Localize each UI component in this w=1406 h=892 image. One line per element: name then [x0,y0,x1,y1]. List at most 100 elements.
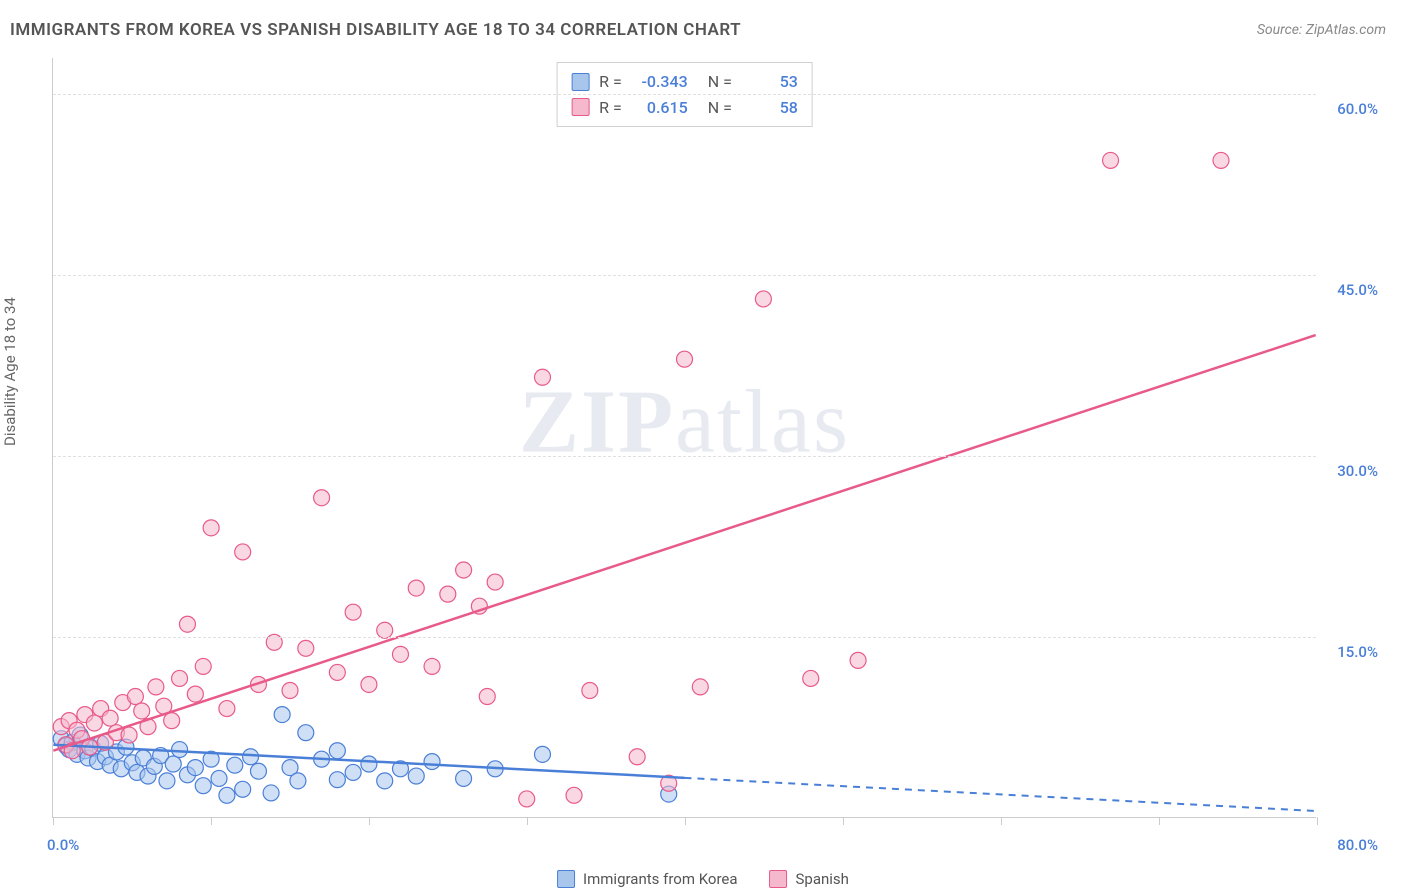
source-prefix: Source: [1257,22,1306,38]
scatter-point-korea [361,756,377,772]
chart-svg [53,58,1316,817]
scatter-point-spanish [440,586,456,602]
gridline [53,94,1316,95]
scatter-point-korea [274,707,290,723]
r-value-korea: -0.343 [632,69,688,95]
scatter-point-korea [377,773,393,789]
x-tick [685,817,686,825]
scatter-point-spanish [164,713,180,729]
gridline [53,637,1316,638]
x-tick [1001,817,1002,825]
x-tick [843,817,844,825]
scatter-point-spanish [755,291,771,307]
x-tick [369,817,370,825]
x-tick-label: 0.0% [47,836,79,854]
scatter-point-korea [211,770,227,786]
y-axis-title: Disability Age 18 to 34 [1,297,19,446]
scatter-point-korea [195,778,211,794]
n-label: N = [708,69,732,95]
scatter-point-spanish [803,670,819,686]
scatter-point-korea [298,725,314,741]
scatter-point-spanish [86,715,102,731]
scatter-point-korea [290,773,306,789]
scatter-point-spanish [195,658,211,674]
y-tick-label: 60.0% [1337,100,1378,118]
scatter-point-spanish [235,544,251,560]
scatter-point-spanish [127,689,143,705]
scatter-point-spanish [179,616,195,632]
scatter-point-spanish [172,670,188,686]
scatter-point-korea [227,757,243,773]
x-tick [53,817,54,825]
scatter-point-spanish [298,640,314,656]
x-tick [527,817,528,825]
y-tick-label: 45.0% [1337,281,1378,299]
scatter-point-korea [187,760,203,776]
legend-item-korea: Immigrants from Korea [557,870,737,888]
scatter-point-korea [263,785,279,801]
scatter-point-korea [243,749,259,765]
scatter-point-korea [235,781,251,797]
scatter-point-spanish [519,791,535,807]
scatter-point-korea [424,754,440,770]
legend-label-spanish: Spanish [796,870,849,888]
gridline [53,456,1316,457]
stat-row-korea: R = -0.343 N = 53 [571,69,798,95]
trendline-spanish [53,335,1315,751]
scatter-point-spanish [134,703,150,719]
scatter-point-spanish [479,689,495,705]
n-value-korea: 53 [742,69,798,95]
swatch-spanish [770,870,788,888]
swatch-korea [557,870,575,888]
scatter-point-spanish [392,646,408,662]
scatter-point-spanish [219,701,235,717]
scatter-point-spanish [121,727,137,743]
scatter-point-spanish [566,787,582,803]
scatter-point-korea [250,763,266,779]
scatter-point-spanish [408,580,424,596]
scatter-point-spanish [187,686,203,702]
scatter-point-spanish [203,520,219,536]
scatter-point-spanish [148,679,164,695]
scatter-point-spanish [377,622,393,638]
stat-row-spanish: R = 0.615 N = 58 [571,95,798,121]
scatter-point-spanish [692,679,708,695]
plot-area: ZIPatlas R = -0.343 N = 53 R = 0.615 N =… [52,58,1316,818]
n-value-spanish: 58 [742,95,798,121]
scatter-point-korea [329,772,345,788]
source-name: ZipAtlas.com [1306,22,1386,38]
scatter-point-korea [159,773,175,789]
scatter-point-spanish [424,658,440,674]
r-value-spanish: 0.615 [632,95,688,121]
scatter-point-spanish [677,351,693,367]
scatter-point-korea [219,787,235,803]
scatter-point-korea [165,756,181,772]
scatter-point-spanish [456,562,472,578]
scatter-point-spanish [850,652,866,668]
source-attribution: Source: ZipAtlas.com [1257,22,1386,38]
chart-title: IMMIGRANTS FROM KOREA VS SPANISH DISABIL… [10,20,741,40]
legend-label-korea: Immigrants from Korea [583,870,737,888]
x-tick [1159,817,1160,825]
scatter-point-spanish [534,369,550,385]
r-label: R = [599,95,622,121]
scatter-point-spanish [361,676,377,692]
scatter-point-korea [408,768,424,784]
scatter-point-spanish [314,490,330,506]
scatter-point-spanish [345,604,361,620]
legend-item-spanish: Spanish [770,870,849,888]
gridline [53,275,1316,276]
x-tick [211,817,212,825]
r-label: R = [599,69,622,95]
scatter-point-spanish [102,710,118,726]
y-tick-label: 30.0% [1337,462,1378,480]
swatch-korea [571,73,589,91]
n-label: N = [708,95,732,121]
scatter-point-korea [456,770,472,786]
scatter-point-korea [329,743,345,759]
scatter-point-spanish [282,683,298,699]
scatter-point-spanish [582,683,598,699]
scatter-point-spanish [629,749,645,765]
x-tick-label: 80.0% [1337,836,1378,854]
scatter-point-spanish [329,664,345,680]
